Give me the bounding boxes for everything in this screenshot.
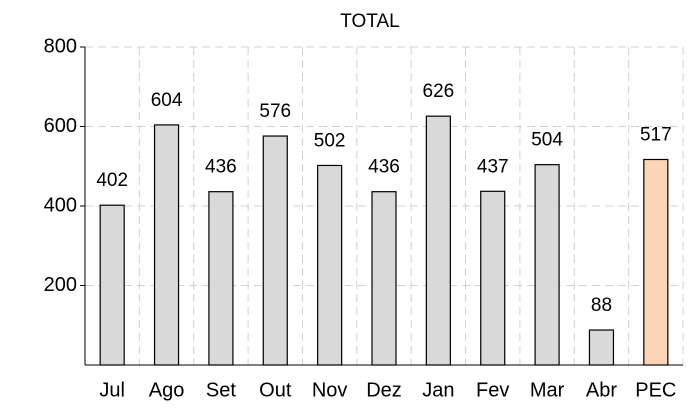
bar <box>480 190 506 366</box>
x-tick-label: Fev <box>476 379 509 401</box>
value-label: 576 <box>259 101 291 122</box>
value-label: 437 <box>477 156 509 177</box>
value-label: 517 <box>640 125 672 146</box>
y-tick-label: 400 <box>44 194 77 216</box>
bar <box>317 164 343 366</box>
y-tick-label: 800 <box>44 35 77 57</box>
x-tick-label: Dez <box>366 379 402 401</box>
value-label: 504 <box>531 130 563 151</box>
value-label: 436 <box>205 157 237 178</box>
x-tick-label: Jan <box>422 379 454 401</box>
value-label: 436 <box>368 157 400 178</box>
y-tick-label: 200 <box>44 274 77 296</box>
bar <box>425 115 451 366</box>
bar <box>208 191 234 366</box>
x-tick-label: Mar <box>530 379 565 401</box>
bar <box>643 158 669 366</box>
value-label: 626 <box>423 81 455 102</box>
value-label: 88 <box>591 295 612 316</box>
y-tick-label: 600 <box>44 115 77 137</box>
x-tick-label: PEC <box>635 379 676 401</box>
bar <box>99 204 125 366</box>
x-tick-label: Jul <box>99 379 125 401</box>
x-tick-label: Ago <box>149 379 185 401</box>
x-tick-label: Abr <box>586 379 617 401</box>
value-label: 604 <box>151 90 183 111</box>
x-tick-label: Out <box>259 379 292 401</box>
x-tick-label: Nov <box>312 379 348 401</box>
bar <box>534 164 560 366</box>
bar <box>371 191 397 366</box>
bar <box>262 135 288 366</box>
bar <box>588 329 615 366</box>
bar <box>153 124 180 366</box>
value-label: 502 <box>314 130 346 151</box>
value-label: 402 <box>96 170 128 191</box>
chart-title: TOTAL <box>340 11 399 32</box>
x-tick-label: Set <box>206 379 236 401</box>
